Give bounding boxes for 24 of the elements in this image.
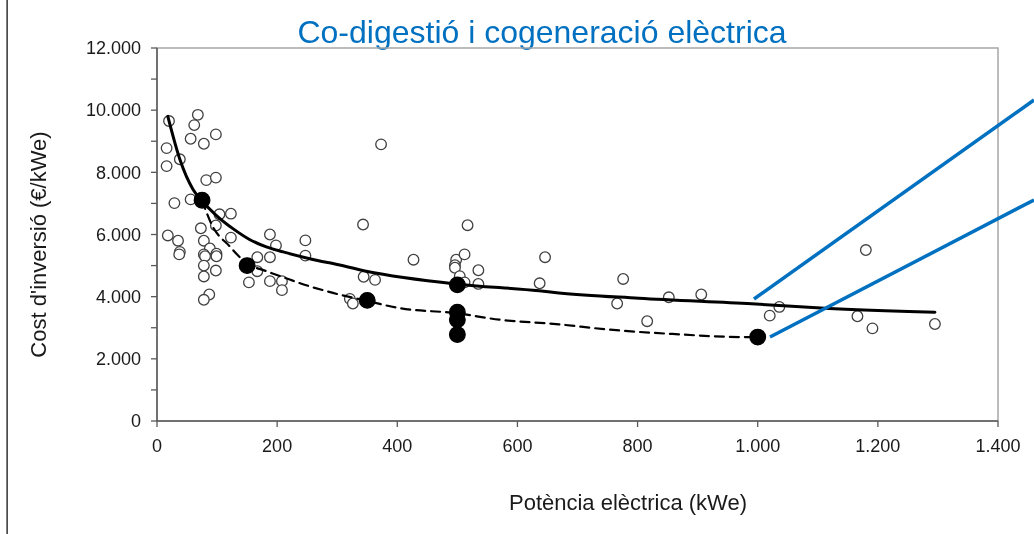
point bbox=[448, 326, 466, 344]
x-tick-label: 1.000 bbox=[735, 436, 781, 456]
x-tick-label: 200 bbox=[262, 436, 293, 456]
y-tick-label: 12.000 bbox=[85, 38, 141, 59]
point bbox=[448, 276, 466, 294]
point bbox=[238, 257, 256, 275]
x-tick-label: 600 bbox=[502, 436, 533, 456]
x-axis-title: Potència elèctrica (kWe) bbox=[508, 490, 748, 515]
x-tick-label: 1.200 bbox=[855, 436, 901, 456]
y-tick-label: 0 bbox=[130, 411, 141, 432]
x-tick-label: 0 bbox=[151, 436, 163, 456]
x-tick-label: 1.400 bbox=[975, 436, 1021, 456]
y-tick-label: 2.000 bbox=[95, 349, 141, 370]
y-axis-title: Cost d'inversió (€/kWe) bbox=[26, 131, 51, 358]
chart-title: Co-digestió i cogeneració elèctrica bbox=[297, 14, 787, 50]
y-tick-label: 6.000 bbox=[95, 224, 141, 245]
x-tick-label: 400 bbox=[382, 436, 413, 456]
x-tick-label: 800 bbox=[622, 436, 653, 456]
point bbox=[193, 191, 211, 209]
y-tick-label: 8.000 bbox=[95, 162, 141, 183]
point bbox=[358, 291, 376, 309]
point bbox=[749, 328, 767, 346]
y-tick-label: 4.000 bbox=[95, 286, 141, 307]
y-tick-label: 10.000 bbox=[85, 100, 141, 121]
